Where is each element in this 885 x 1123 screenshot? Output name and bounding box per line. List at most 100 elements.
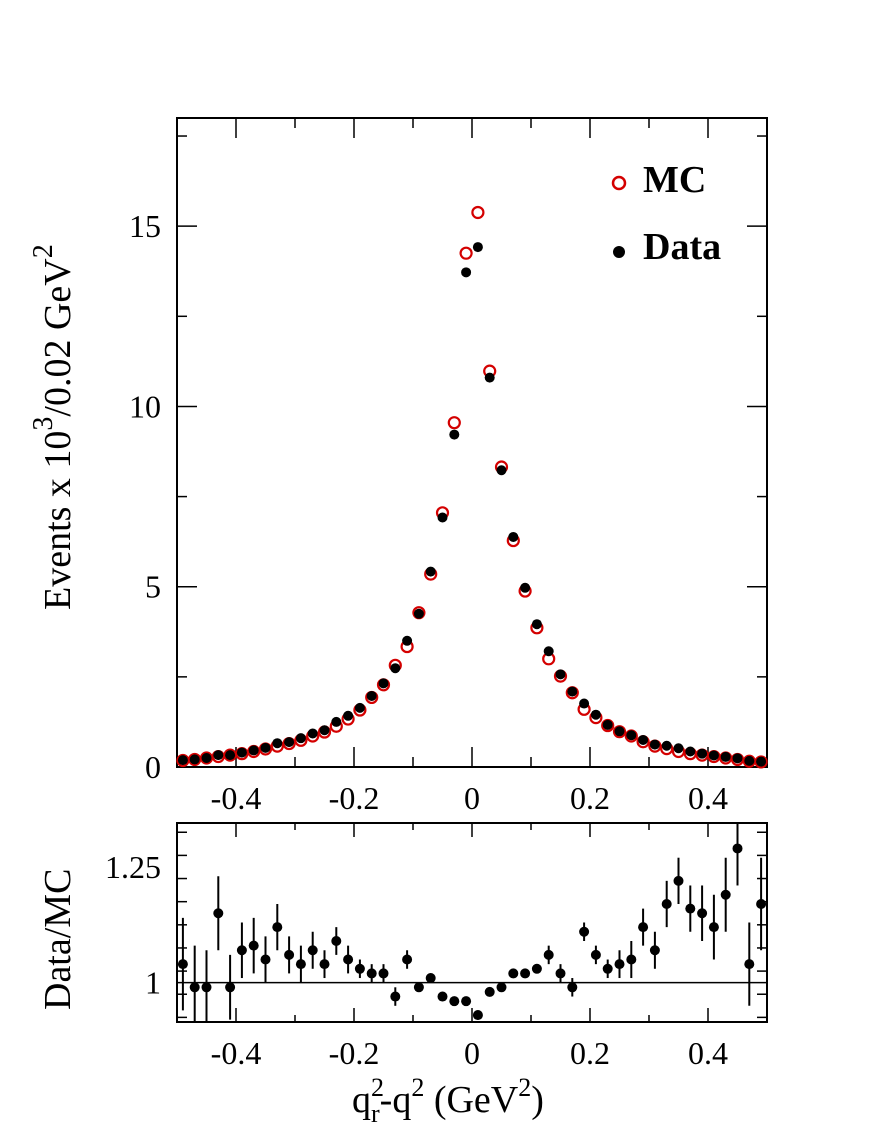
ratio-x-tick-label: 0: [464, 1035, 480, 1071]
ratio-point: [673, 875, 684, 886]
data-point: [531, 619, 542, 630]
ratio-point: [732, 843, 743, 854]
ratio-point: [449, 996, 460, 1007]
data-point: [378, 678, 389, 689]
data-point: [425, 566, 436, 577]
mc-point: [754, 755, 768, 769]
data-point: [236, 747, 247, 758]
main-y-axis-title-main: Events x 10: [37, 431, 79, 610]
ratio-y-tick-label: 1.25: [105, 849, 161, 885]
data-point: [260, 742, 271, 753]
data-point: [602, 719, 613, 730]
ratio-point: [248, 940, 259, 951]
data-point: [354, 702, 365, 713]
ratio-point: [213, 908, 224, 919]
ratio-point: [531, 963, 542, 974]
data-point: [520, 582, 531, 593]
data-point: [685, 746, 696, 757]
data-point: [461, 267, 472, 278]
ratio-point: [626, 954, 637, 965]
x-title-sup2: 2: [411, 1073, 424, 1102]
ratio-x-tick-label: -0.4: [211, 1035, 262, 1071]
ratio-point: [413, 982, 424, 993]
data-point: [496, 465, 507, 476]
main-y-tick-label: 0: [145, 749, 161, 785]
data-point: [484, 372, 495, 383]
ratio-point: [649, 945, 660, 956]
ratio-point: [201, 982, 212, 993]
data-point: [319, 725, 330, 736]
ratio-point: [520, 968, 531, 979]
ratio-point: [484, 986, 495, 997]
ratio-y-axis-title: Data/MC: [37, 869, 79, 1010]
data-point: [590, 709, 601, 720]
ratio-point: [661, 898, 672, 909]
data-point: [402, 635, 413, 646]
ratio-point: [225, 982, 236, 993]
main-y-axis-title-rest: /0.02 GeV: [37, 258, 79, 417]
ratio-point: [366, 968, 377, 979]
ratio-point: [567, 982, 578, 993]
data-point: [756, 756, 767, 767]
ratio-point: [472, 1010, 483, 1021]
main-y-tick-label: 15: [129, 208, 161, 244]
data-point: [543, 646, 554, 657]
main-plot-panel: -0.4 -0.2 0 0.2 0.4 0 5 10 15 Events x 103/0.02 …: [28, 117, 768, 816]
data-point: [449, 429, 460, 440]
data-point: [225, 750, 236, 761]
data-point: [720, 751, 731, 762]
main-x-tick-label: 0.4: [688, 780, 728, 816]
data-point: [413, 608, 424, 619]
main-y-tick-label: 5: [145, 569, 161, 605]
data-point: [390, 663, 401, 674]
ratio-plot-points: [177, 823, 767, 1022]
data-point: [708, 750, 719, 761]
ratio-point: [295, 959, 306, 970]
main-y-axis-title-exp2: 2: [28, 244, 59, 258]
data-point: [567, 686, 578, 697]
main-y-axis-title-exp: 3: [28, 417, 59, 431]
main-plot-ticks: -0.4 -0.2 0 0.2 0.4 0 5 10 15: [129, 118, 768, 816]
ratio-x-tick-label: 0.4: [688, 1035, 728, 1071]
ratio-point: [236, 945, 247, 956]
legend-data-label: Data: [643, 226, 721, 268]
main-plot-points: [176, 205, 768, 769]
ratio-x-tick-label: -0.2: [329, 1035, 380, 1071]
ratio-point: [461, 996, 472, 1007]
mc-point: [447, 416, 461, 430]
main-x-tick-label: 0.2: [570, 780, 610, 816]
data-point: [307, 728, 318, 739]
ratio-point: [272, 922, 283, 933]
x-title-mid: -q: [380, 1079, 412, 1121]
mc-point: [459, 246, 473, 260]
legend-mc-marker: [611, 175, 627, 191]
ratio-point: [319, 959, 330, 970]
x-title-sup1: 2: [371, 1073, 384, 1102]
data-point: [614, 726, 625, 737]
ratio-point: [708, 922, 719, 933]
ratio-point: [437, 991, 448, 1002]
x-title-unit: (GeV: [424, 1079, 518, 1121]
ratio-point: [543, 949, 554, 960]
ratio-point: [260, 954, 271, 965]
x-title-q: q: [352, 1079, 371, 1121]
data-point: [744, 755, 755, 766]
ratio-point: [744, 959, 755, 970]
ratio-point: [343, 954, 354, 965]
data-point: [366, 690, 377, 701]
data-point: [579, 698, 590, 709]
ratio-plot-frame: [176, 822, 768, 1023]
main-x-tick-label: -0.2: [329, 780, 380, 816]
ratio-point: [555, 968, 566, 979]
ratio-point: [390, 991, 401, 1002]
ratio-point: [602, 963, 613, 974]
ratio-point: [189, 982, 200, 993]
ratio-plot-panel: -0.4 -0.2 0 0.2 0.411.25 Data/MC q2 r-q2 (GeV…: [37, 822, 768, 1123]
legend: MC Data: [611, 159, 721, 268]
ratio-point: [425, 973, 436, 984]
ratio-point: [354, 963, 365, 974]
ratio-y-tick-label: 1: [145, 965, 161, 1001]
ratio-x-axis-title: q2 r-q2 (GeV2): [352, 1073, 544, 1123]
x-title-sub1: r: [371, 1099, 380, 1123]
